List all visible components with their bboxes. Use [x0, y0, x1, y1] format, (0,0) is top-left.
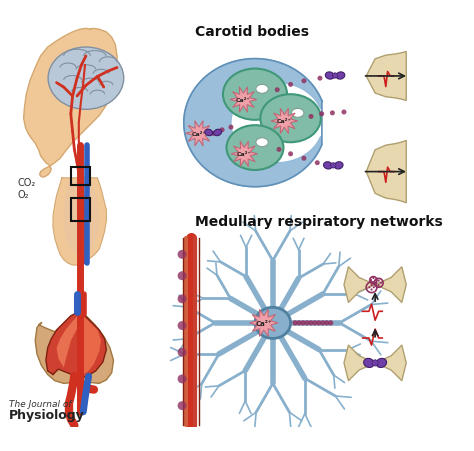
Circle shape [276, 147, 282, 152]
Circle shape [219, 128, 225, 133]
Text: Physiology: Physiology [9, 408, 84, 421]
Polygon shape [375, 345, 406, 381]
Ellipse shape [205, 130, 213, 136]
Ellipse shape [325, 73, 334, 80]
Ellipse shape [334, 162, 343, 170]
Polygon shape [231, 142, 258, 167]
Ellipse shape [214, 130, 221, 136]
Circle shape [300, 321, 306, 326]
Polygon shape [56, 314, 83, 368]
Circle shape [324, 321, 329, 326]
Ellipse shape [256, 85, 268, 94]
Ellipse shape [364, 359, 374, 368]
Circle shape [315, 161, 320, 166]
Text: Ca²⁺: Ca²⁺ [255, 320, 272, 326]
Circle shape [292, 321, 298, 326]
Ellipse shape [48, 48, 124, 110]
Text: Ca²⁺: Ca²⁺ [236, 98, 251, 103]
Ellipse shape [256, 138, 268, 147]
Polygon shape [64, 181, 99, 258]
Circle shape [380, 282, 382, 284]
Circle shape [328, 321, 333, 326]
Circle shape [296, 321, 301, 326]
Circle shape [371, 289, 373, 291]
Circle shape [301, 156, 306, 161]
Circle shape [320, 321, 325, 326]
Circle shape [288, 83, 293, 87]
Circle shape [309, 115, 313, 120]
Circle shape [316, 321, 321, 326]
Circle shape [178, 348, 186, 357]
Circle shape [332, 74, 338, 79]
Circle shape [372, 282, 374, 284]
Circle shape [330, 111, 335, 116]
Polygon shape [24, 29, 117, 178]
Polygon shape [53, 179, 106, 266]
Circle shape [372, 360, 378, 366]
Ellipse shape [227, 126, 283, 170]
Circle shape [312, 321, 318, 326]
Text: Ca²⁺: Ca²⁺ [237, 152, 252, 157]
Ellipse shape [223, 69, 287, 120]
Circle shape [327, 164, 331, 169]
Circle shape [330, 75, 335, 80]
Bar [71, 168, 91, 185]
Text: The Journal of: The Journal of [9, 399, 71, 408]
Circle shape [228, 125, 234, 130]
Ellipse shape [260, 95, 321, 143]
Circle shape [375, 282, 377, 284]
Polygon shape [366, 52, 406, 101]
Circle shape [378, 280, 380, 282]
Ellipse shape [255, 308, 291, 339]
Circle shape [178, 295, 186, 304]
Polygon shape [366, 141, 406, 203]
Circle shape [318, 77, 322, 82]
Circle shape [178, 375, 186, 383]
Polygon shape [375, 267, 406, 303]
Bar [71, 199, 91, 221]
Ellipse shape [336, 73, 345, 80]
Circle shape [275, 88, 280, 93]
Ellipse shape [324, 162, 332, 170]
Circle shape [374, 280, 377, 281]
Circle shape [372, 277, 374, 279]
Circle shape [341, 110, 346, 115]
Circle shape [378, 284, 380, 286]
Circle shape [308, 321, 313, 326]
Ellipse shape [292, 109, 304, 118]
Circle shape [368, 286, 370, 289]
Circle shape [178, 272, 186, 281]
Circle shape [304, 321, 310, 326]
Circle shape [370, 280, 372, 281]
Circle shape [319, 112, 324, 117]
Text: CO₂: CO₂ [18, 178, 36, 188]
Text: Ca²⁺: Ca²⁺ [277, 119, 292, 124]
Polygon shape [46, 313, 106, 378]
Polygon shape [82, 316, 101, 375]
Circle shape [178, 250, 186, 259]
Polygon shape [230, 87, 257, 113]
Polygon shape [186, 121, 212, 147]
Circle shape [371, 284, 373, 286]
Polygon shape [35, 313, 113, 383]
Circle shape [178, 401, 186, 410]
Text: Carotid bodies: Carotid bodies [195, 25, 310, 39]
Circle shape [373, 286, 375, 289]
Ellipse shape [376, 359, 387, 368]
Polygon shape [184, 60, 322, 187]
Polygon shape [344, 267, 375, 303]
Text: Ca²⁺: Ca²⁺ [191, 132, 206, 137]
Circle shape [288, 152, 293, 157]
Circle shape [331, 163, 336, 169]
Circle shape [301, 79, 306, 84]
Text: Medullary respiratory networks: Medullary respiratory networks [195, 215, 443, 229]
Polygon shape [344, 345, 375, 381]
Text: O₂: O₂ [18, 189, 29, 199]
Polygon shape [250, 310, 278, 336]
Polygon shape [271, 109, 298, 134]
Circle shape [210, 132, 216, 137]
Circle shape [178, 322, 186, 330]
